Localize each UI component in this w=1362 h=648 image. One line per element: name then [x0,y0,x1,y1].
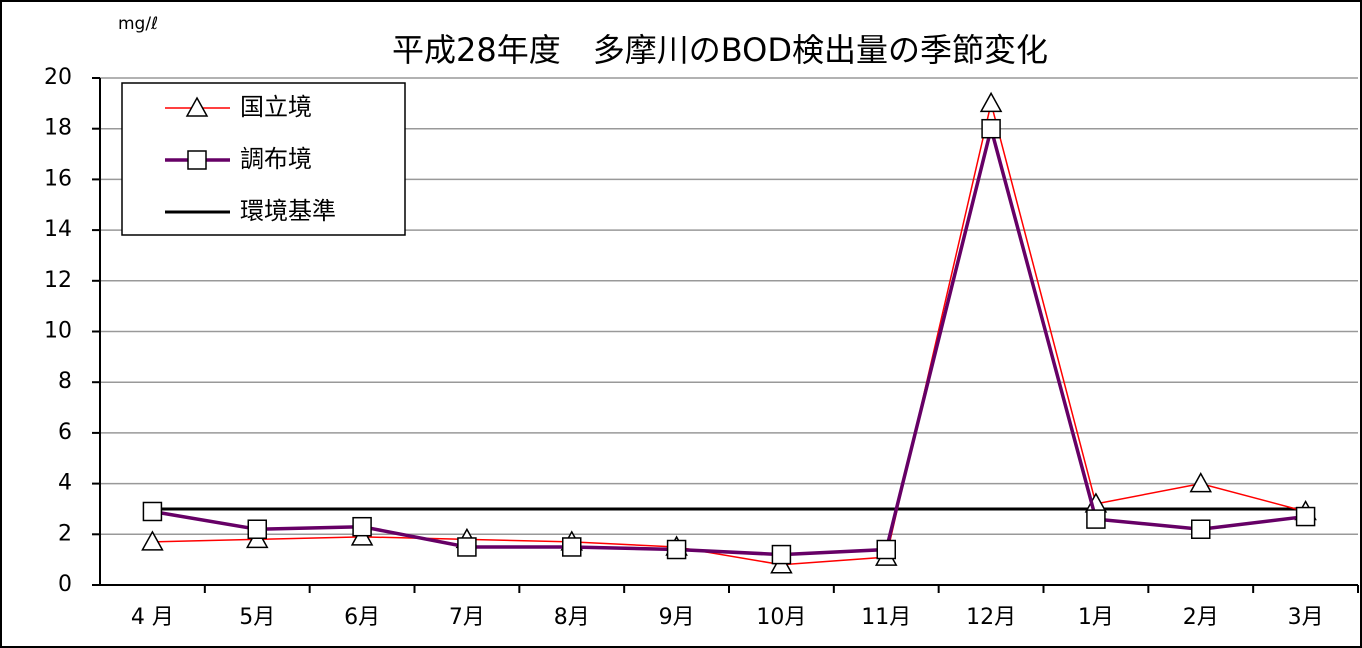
x-tick-label: 12月 [966,605,1016,630]
marker [142,501,163,522]
y-tick-label: 16 [44,166,72,191]
x-tick-label: 3月 [1288,605,1324,630]
y-unit: mg/ℓ [118,14,158,34]
legend-label: 調布境 [240,145,312,173]
marker [352,516,372,537]
x-tick-label: 9月 [659,605,695,630]
y-tick-label: 2 [58,521,72,546]
marker [247,519,267,539]
marker [141,530,164,551]
y-tick-label: 8 [58,369,72,394]
marker [981,118,1001,139]
chart-title: 平成28年度 多摩川のBOD検出量の季節変化 [392,31,1048,69]
y-tick-label: 20 [44,65,72,90]
x-tick-label: 8月 [554,605,590,630]
x-tick-label: 7月 [449,605,485,630]
x-tick-label: 10月 [756,605,806,630]
y-tick-label: 10 [44,319,72,344]
y-tick-label: 6 [58,420,72,445]
legend-marker [185,96,209,117]
x-tick-label: 6月 [344,605,380,630]
marker [1086,509,1106,529]
marker [457,537,477,557]
series-line [152,103,1306,566]
marker [666,539,687,560]
marker [562,537,582,557]
marker [876,539,896,560]
legend-label: 国立境 [240,93,312,121]
legend-label: 環境基準 [240,197,336,225]
legend-marker [187,150,207,170]
y-tick-label: 0 [58,572,72,597]
series-line [152,121,1306,557]
y-tick-label: 18 [44,116,72,141]
x-tick-label: 11月 [861,605,911,630]
x-tick-label: 1月 [1078,605,1114,630]
x-tick-label: 4 月 [131,605,174,630]
y-tick-label: 14 [44,217,72,242]
x-tick-label: 2月 [1183,605,1219,630]
marker [1295,506,1316,527]
x-tick-label: 5月 [239,605,275,630]
marker [1191,519,1211,539]
marker [1189,472,1213,493]
marker [771,544,792,565]
y-tick-label: 4 [58,471,72,496]
y-tick-label: 12 [44,268,72,293]
marker [979,91,1003,113]
